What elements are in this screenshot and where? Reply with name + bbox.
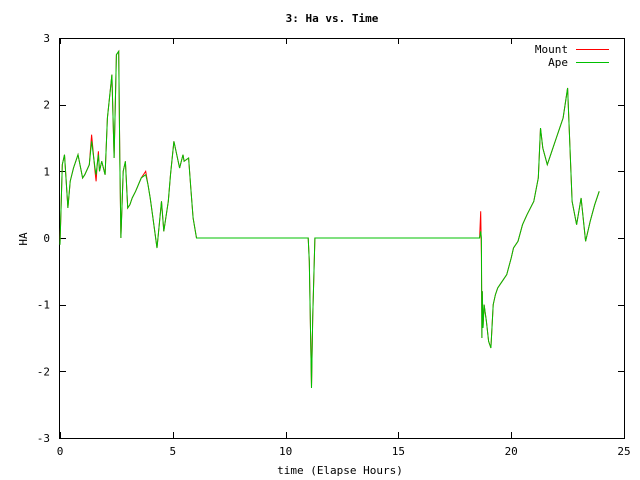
legend-label-ape: Ape: [548, 56, 568, 69]
y-tick-label: -3: [37, 432, 50, 445]
x-tick-label: 20: [505, 445, 518, 458]
y-tick-label: 1: [43, 165, 50, 178]
x-tick-label: 10: [279, 445, 292, 458]
axis-ticks: 0 5 10 15 20 25 -3 -2 -1 0 1 2 3: [37, 32, 631, 458]
x-tick-label: 5: [169, 445, 176, 458]
x-tick-label: 25: [617, 445, 630, 458]
y-tick-label: 2: [43, 99, 50, 112]
chart-title: 3: Ha vs. Time: [286, 12, 379, 25]
series-layer: [59, 49, 600, 389]
x-axis-label: time (Elapse Hours): [277, 464, 403, 477]
y-axis-label: HA: [17, 232, 30, 246]
y-tick-label: -1: [37, 299, 50, 312]
x-tick-label: 0: [57, 445, 64, 458]
y-tick-label: 0: [43, 232, 50, 245]
series-line-ape: [59, 49, 600, 389]
x-tick-label: 15: [392, 445, 405, 458]
plot-frame: [59, 38, 625, 439]
series-line-mount: [59, 49, 600, 389]
y-tick-label: 3: [43, 32, 50, 45]
legend-label-mount: Mount: [535, 43, 568, 56]
y-tick-label: -2: [37, 365, 50, 378]
